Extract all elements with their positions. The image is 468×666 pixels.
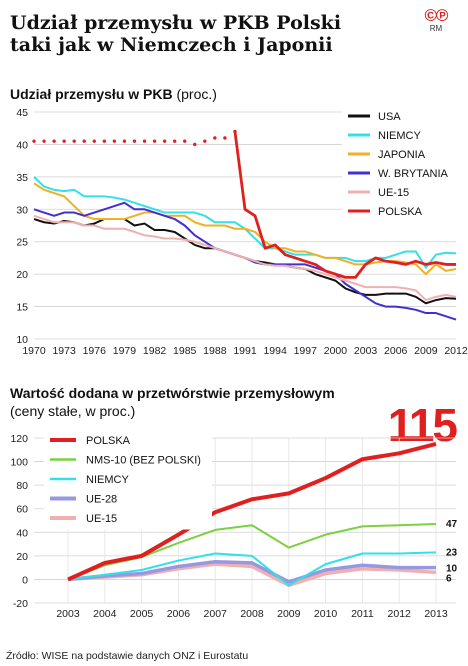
x-tick-label: 2007 — [204, 608, 228, 620]
series-point — [72, 139, 76, 143]
x-tick-label: 2006 — [384, 345, 408, 357]
y-tick-label: 120 — [10, 433, 28, 445]
x-tick-label: 1991 — [233, 345, 257, 357]
series-end-label: 10 — [446, 564, 458, 575]
legend-label: UE-15 — [86, 513, 117, 525]
series-point — [82, 139, 86, 143]
x-tick-label: 2006 — [167, 608, 191, 620]
y-tick-label: 0 — [22, 574, 28, 586]
x-tick-label: 2005 — [130, 608, 154, 620]
chart1-title: Udział przemysłu w PKB — [10, 86, 173, 102]
series-point — [203, 139, 207, 143]
y-tick-label: 45 — [16, 107, 28, 119]
legend-label: NIEMCY — [378, 130, 421, 142]
x-tick-label: 2008 — [240, 608, 264, 620]
series-point — [162, 139, 167, 143]
x-tick-label: 2013 — [424, 608, 448, 620]
series-point — [183, 139, 187, 143]
series-point — [193, 142, 197, 147]
series-point — [132, 139, 137, 143]
legend-label: NIEMCY — [86, 474, 129, 486]
x-tick-label: 2003 — [56, 608, 80, 620]
y-tick-label: -20 — [13, 598, 28, 610]
y-tick-label: 30 — [16, 204, 28, 216]
series-line — [33, 214, 457, 302]
y-tick-label: 40 — [16, 139, 28, 151]
y-tick-label: 20 — [16, 551, 28, 563]
series-point — [223, 136, 227, 140]
x-tick-label: 2009 — [414, 345, 438, 357]
legend-label: USA — [378, 111, 401, 123]
x-tick-label: 1985 — [173, 345, 197, 357]
series-end-label: 6 — [446, 573, 452, 584]
series-line — [67, 441, 437, 582]
series-point — [62, 139, 66, 143]
x-tick-label: 1982 — [143, 345, 167, 357]
y-tick-label: 15 — [16, 302, 28, 314]
series-point — [213, 136, 217, 140]
series-line — [67, 560, 436, 584]
series-point — [142, 139, 147, 143]
x-tick-label: 1976 — [83, 345, 107, 357]
x-tick-label: 2004 — [93, 608, 117, 620]
legend-label: UE-15 — [378, 187, 409, 199]
x-tick-label: 2012 — [444, 345, 468, 357]
y-tick-label: 80 — [16, 480, 28, 492]
y-tick-label: 40 — [16, 527, 28, 539]
y-tick-label: 60 — [16, 504, 28, 516]
x-tick-label: 2003 — [354, 345, 378, 357]
x-tick-label: 2000 — [324, 345, 348, 357]
series-point — [32, 139, 36, 143]
series-line — [67, 551, 437, 587]
chart1-heading: Udział przemysłu w PKB (proc.) — [10, 86, 217, 102]
title-line-2: taki jak w Niemczech i Japonii — [10, 34, 333, 56]
chart2-subtitle: (ceny stałe, w proc.) — [10, 403, 136, 419]
y-tick-label: 100 — [10, 457, 28, 469]
series-line — [233, 131, 456, 279]
y-tick-label: 35 — [16, 172, 28, 184]
x-tick-label: 1988 — [203, 345, 227, 357]
series-end-label: 47 — [446, 519, 458, 530]
x-tick-label: 1994 — [263, 345, 287, 357]
series-point — [102, 139, 107, 143]
x-tick-label: 2010 — [314, 608, 338, 620]
series-end-label: 23 — [446, 547, 458, 558]
series-point — [52, 139, 56, 143]
legend-label: JAPONIA — [378, 149, 426, 161]
legend-label: NMS-10 (BEZ POLSKI) — [86, 455, 201, 467]
x-tick-label: 2009 — [277, 608, 301, 620]
x-tick-label: 2012 — [388, 608, 412, 620]
logo-sub: RM — [429, 24, 443, 33]
page-title: Udział przemysłu w PKB Polski taki jak w… — [10, 12, 410, 56]
chart1-subtitle: (proc.) — [176, 86, 217, 102]
legend-label: POLSKA — [378, 206, 423, 218]
x-tick-label: 1979 — [113, 345, 137, 357]
title-line-1: Udział przemysłu w PKB Polski — [10, 12, 342, 34]
series-point — [42, 139, 46, 143]
logo-mark: ©℗ — [424, 6, 448, 25]
series-point — [112, 139, 117, 143]
series-point — [152, 139, 157, 143]
legend-label: W. BRYTANIA — [378, 168, 449, 180]
publisher-logo: ©℗ RM — [414, 6, 458, 33]
chart2-title: Wartość dodana w przetwórstwie przemysło… — [10, 385, 335, 401]
legend-label: UE-28 — [86, 494, 117, 506]
series-point — [92, 139, 96, 143]
y-tick-label: 20 — [16, 269, 28, 281]
y-tick-label: 10 — [16, 334, 28, 346]
x-tick-label: 1973 — [52, 345, 76, 357]
series-point — [172, 139, 177, 143]
source-note: Źródło: WISE na podstawie danych ONZ i E… — [6, 650, 249, 662]
x-tick-label: 1997 — [294, 345, 318, 357]
legend-bg — [342, 106, 456, 224]
series-point — [122, 139, 127, 143]
y-tick-label: 25 — [16, 237, 28, 249]
chart1-svg: 10 15 20 25 30 35 40 45 1970 1973 1976 1979 1982 1985… — [16, 106, 468, 357]
chart2-heading: Wartość dodana w przetwórstwie przemysło… — [10, 384, 335, 420]
x-tick-label: 1970 — [22, 345, 46, 357]
legend-label: POLSKA — [86, 435, 131, 447]
x-tick-label: 2011 — [351, 608, 374, 620]
